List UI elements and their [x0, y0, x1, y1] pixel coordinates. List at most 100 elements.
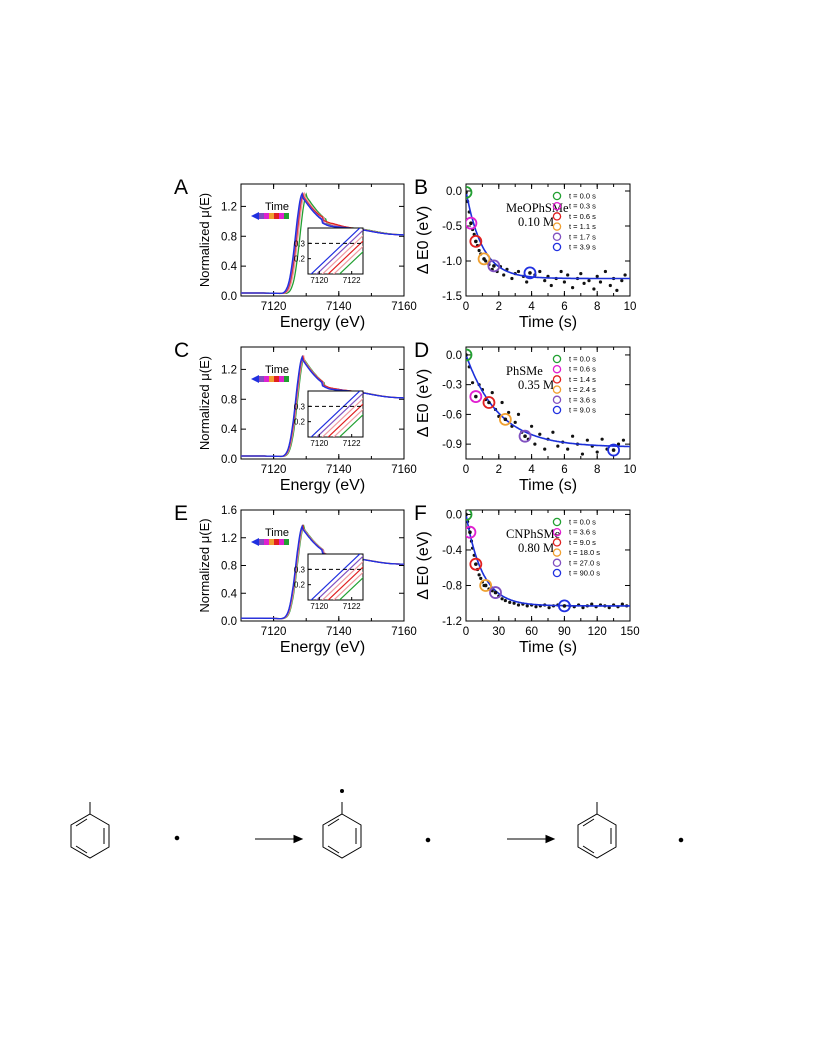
spectra	[241, 191, 404, 295]
data-point	[615, 288, 619, 292]
data-point	[623, 273, 627, 277]
legend-marker	[552, 538, 562, 547]
y-tick-label: -0.4	[442, 545, 462, 557]
x-tick-label: 8	[594, 464, 600, 476]
highlight-ring	[479, 579, 493, 592]
time-arrow-icon	[251, 375, 259, 383]
time-color-swatch	[279, 213, 284, 219]
data-point	[477, 248, 481, 253]
dot-icon	[174, 835, 180, 841]
y-tick-label: 0.8	[221, 394, 237, 406]
data-point	[620, 602, 624, 606]
data-point	[592, 287, 596, 291]
x-tick-label: 90	[558, 626, 571, 638]
time-color-swatch	[284, 213, 289, 219]
legend-marker	[552, 395, 562, 405]
y-tick-label: 0.0	[221, 291, 237, 303]
x-tick-label: 7120	[261, 626, 287, 638]
inset-line	[316, 229, 363, 274]
chart-f: 0 30 60 90 120 150 0.0 -0.4 -0.8 -1.2 Time (s) Δ E0…	[415, 509, 640, 656]
x-axis-title: Energy (eV)	[280, 477, 365, 494]
x-axis-title: Energy (eV)	[280, 639, 365, 656]
legend-label: t = 0.0 s	[569, 355, 596, 364]
data-point	[590, 602, 594, 606]
x-tick-label: 120	[588, 626, 607, 638]
y-tick-label: 0.0	[446, 509, 462, 521]
data-point	[566, 447, 570, 451]
data-point	[585, 438, 589, 442]
highlight-ring	[518, 429, 532, 443]
time-color-swatch	[284, 539, 289, 545]
legend-marker	[552, 568, 562, 578]
data-point	[516, 269, 521, 274]
data-point	[533, 442, 537, 446]
inset-lines	[310, 228, 363, 274]
y-tick-label: 0.0	[221, 616, 237, 628]
x-tick-label: 7160	[391, 464, 417, 476]
y-axis-title: Δ E0 (eV)	[415, 369, 432, 438]
y-tick-label: -0.3	[442, 380, 462, 392]
highlight-ring	[607, 443, 620, 457]
highlight-point	[466, 353, 468, 357]
y-tick-label: 0.4	[221, 424, 238, 436]
legend-marker	[552, 354, 562, 364]
legend-label: t = 1.4 s	[569, 375, 596, 384]
data-point	[503, 598, 507, 603]
data-point	[621, 438, 626, 442]
legend-marker	[552, 517, 562, 527]
legend-marker	[552, 201, 562, 211]
data-point	[581, 606, 585, 610]
data-point	[600, 437, 604, 441]
legend-label: t = 3.9 s	[569, 243, 596, 252]
legend-label: t = 18.0 s	[569, 548, 600, 557]
panel-letter-f: F	[414, 502, 427, 525]
x-axis-title: Time (s)	[519, 314, 577, 331]
highlight-point	[562, 604, 567, 608]
time-arrow-icon	[251, 212, 259, 220]
data-point	[513, 420, 517, 424]
legend-label: t = 1.1 s	[569, 222, 596, 231]
highlight-ring	[558, 599, 571, 613]
inset-line	[321, 234, 363, 274]
inset-y-tick-label: 0.2	[294, 418, 306, 427]
scatter-area	[466, 348, 630, 457]
inset-x-tick-label: 7122	[343, 276, 361, 285]
y-tick-label: 1.2	[221, 201, 237, 213]
legend-marker	[552, 548, 562, 557]
data-point	[579, 272, 583, 276]
y-tick-label: 0.0	[446, 186, 462, 198]
data-point	[525, 604, 529, 608]
inset-y-tick-label: 0.2	[294, 581, 306, 590]
time-color-swatch	[269, 376, 274, 382]
data-point	[512, 601, 516, 605]
chart-d: 0 2 4 6 8 10 0.0 -0.3 -0.6 -0.9 Time (s) Δ E0 (eV) P…	[415, 346, 637, 494]
highlight-ring	[466, 525, 477, 539]
data-point	[603, 269, 608, 274]
data-point	[607, 606, 611, 610]
legend-label: t = 0.6 s	[569, 212, 596, 221]
highlight-point	[487, 400, 491, 405]
x-tick-label: 150	[620, 626, 639, 638]
x-tick-label: 0	[463, 464, 469, 476]
inset-line	[338, 576, 363, 600]
x-tick-label: 10	[624, 464, 637, 476]
fit-curve	[466, 514, 630, 607]
x-tick-label: 0	[463, 626, 469, 638]
spectrum-line	[241, 354, 404, 458]
data-point	[547, 606, 551, 610]
inset-line	[321, 397, 363, 437]
time-color-swatch	[264, 376, 269, 382]
x-tick-label: 2	[496, 301, 502, 313]
legend-marker	[552, 375, 562, 384]
legend-marker	[552, 191, 562, 201]
time-label: Time	[265, 364, 289, 376]
data-point	[516, 603, 521, 607]
y-tick-label: -0.9	[442, 439, 462, 451]
inset-line	[310, 391, 361, 437]
data-point	[502, 273, 506, 277]
inset-y-tick-label: 0.3	[294, 402, 306, 411]
data-point	[470, 381, 475, 385]
concentration-label: 0.10 M	[518, 215, 554, 229]
data-point	[551, 430, 555, 434]
sample-label: PhSMe	[506, 364, 543, 378]
